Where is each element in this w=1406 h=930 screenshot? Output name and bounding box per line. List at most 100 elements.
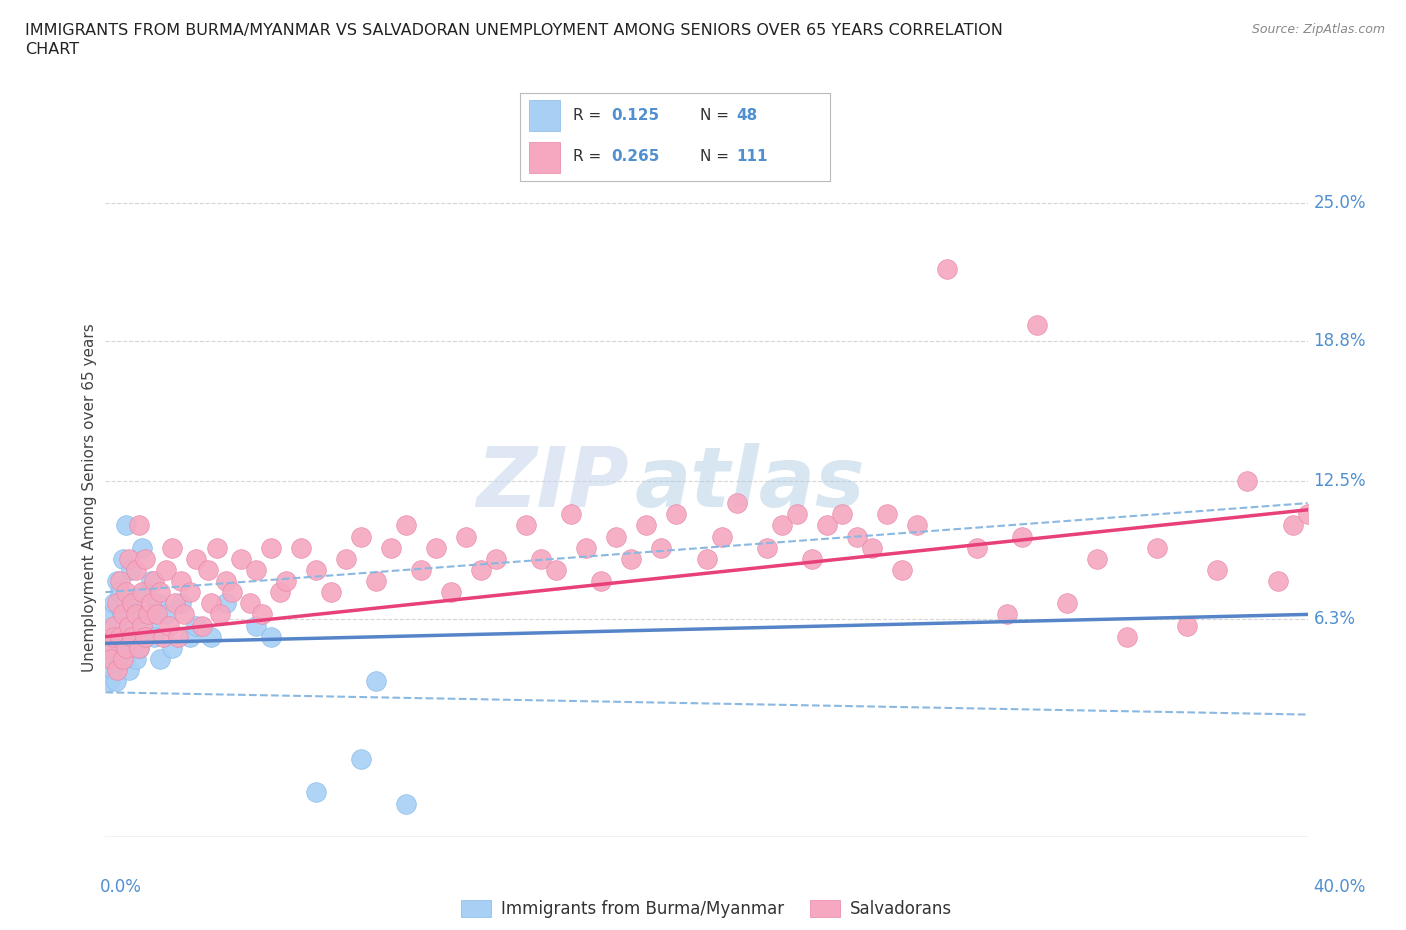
Point	[103, 596, 125, 611]
Point	[112, 652, 135, 667]
Point	[319, 585, 342, 600]
Point	[136, 618, 159, 633]
Point	[179, 630, 201, 644]
Point	[115, 641, 138, 656]
Point	[134, 551, 156, 566]
Point	[305, 785, 328, 800]
Point	[118, 618, 141, 633]
Text: N =: N =	[700, 149, 728, 164]
Point	[179, 585, 201, 600]
Point	[1281, 518, 1303, 533]
Point	[250, 607, 273, 622]
Point	[1116, 630, 1139, 644]
Text: 48: 48	[737, 108, 758, 123]
Text: 0.125: 0.125	[612, 108, 659, 123]
Point	[214, 574, 236, 589]
Point	[112, 607, 135, 622]
Point	[786, 507, 808, 522]
Text: CHART: CHART	[25, 42, 79, 57]
Point	[591, 574, 613, 589]
Point	[139, 574, 162, 589]
Point	[110, 630, 132, 644]
Text: 0.0%: 0.0%	[100, 878, 142, 896]
Point	[112, 551, 135, 566]
Point	[350, 751, 373, 766]
Point	[157, 618, 180, 633]
Point	[124, 607, 146, 622]
Point	[104, 673, 127, 688]
Y-axis label: Unemployment Among Seniors over 65 years: Unemployment Among Seniors over 65 years	[82, 324, 97, 671]
Point	[117, 630, 139, 644]
Point	[1206, 563, 1229, 578]
Point	[139, 596, 162, 611]
Point	[98, 673, 121, 688]
Point	[148, 585, 170, 600]
Point	[274, 574, 297, 589]
Point	[636, 518, 658, 533]
Point	[115, 585, 138, 600]
Bar	[530, 100, 561, 131]
Point	[128, 518, 150, 533]
Point	[124, 563, 146, 578]
Text: 25.0%: 25.0%	[1313, 193, 1367, 212]
Point	[546, 563, 568, 578]
Point	[163, 596, 186, 611]
Point	[121, 630, 143, 644]
Point	[184, 618, 207, 633]
Point	[815, 518, 838, 533]
Text: N =: N =	[700, 108, 728, 123]
Bar	[530, 141, 561, 173]
Point	[905, 518, 928, 533]
Point	[121, 596, 143, 611]
Point	[115, 518, 138, 533]
Text: R =: R =	[572, 149, 600, 164]
Point	[245, 563, 267, 578]
Point	[131, 585, 153, 600]
Point	[620, 551, 643, 566]
Point	[118, 551, 141, 566]
Point	[118, 662, 141, 677]
Point	[710, 529, 733, 544]
Point	[108, 641, 131, 656]
Point	[260, 630, 283, 644]
Point	[1146, 540, 1168, 555]
Point	[456, 529, 478, 544]
Point	[755, 540, 778, 555]
Point	[121, 630, 143, 644]
Point	[124, 652, 146, 667]
Point	[110, 585, 132, 600]
Point	[142, 630, 165, 644]
Point	[103, 630, 125, 644]
Point	[145, 607, 167, 622]
Point	[800, 551, 823, 566]
Point	[169, 574, 191, 589]
Point	[97, 652, 120, 667]
Point	[110, 574, 132, 589]
Point	[890, 563, 912, 578]
Point	[100, 607, 122, 622]
Point	[103, 618, 125, 633]
Point	[725, 496, 748, 511]
Point	[650, 540, 672, 555]
Point	[229, 551, 252, 566]
Point	[155, 607, 177, 622]
Point	[107, 574, 129, 589]
Point	[1011, 529, 1033, 544]
Point	[155, 563, 177, 578]
Point	[136, 607, 159, 622]
Point	[1267, 574, 1289, 589]
Point	[142, 574, 165, 589]
Point	[166, 630, 188, 644]
Point	[665, 507, 688, 522]
Point	[214, 596, 236, 611]
Text: IMMIGRANTS FROM BURMA/MYANMAR VS SALVADORAN UNEMPLOYMENT AMONG SENIORS OVER 65 Y: IMMIGRANTS FROM BURMA/MYANMAR VS SALVADO…	[25, 23, 1004, 38]
Point	[605, 529, 627, 544]
Legend: Immigrants from Burma/Myanmar, Salvadorans: Immigrants from Burma/Myanmar, Salvadora…	[454, 893, 959, 924]
Text: Source: ZipAtlas.com: Source: ZipAtlas.com	[1251, 23, 1385, 36]
Text: 18.8%: 18.8%	[1313, 332, 1367, 350]
Point	[111, 607, 134, 622]
Point	[107, 662, 129, 677]
Point	[380, 540, 402, 555]
Text: atlas: atlas	[634, 444, 865, 525]
Text: 40.0%: 40.0%	[1313, 878, 1367, 896]
